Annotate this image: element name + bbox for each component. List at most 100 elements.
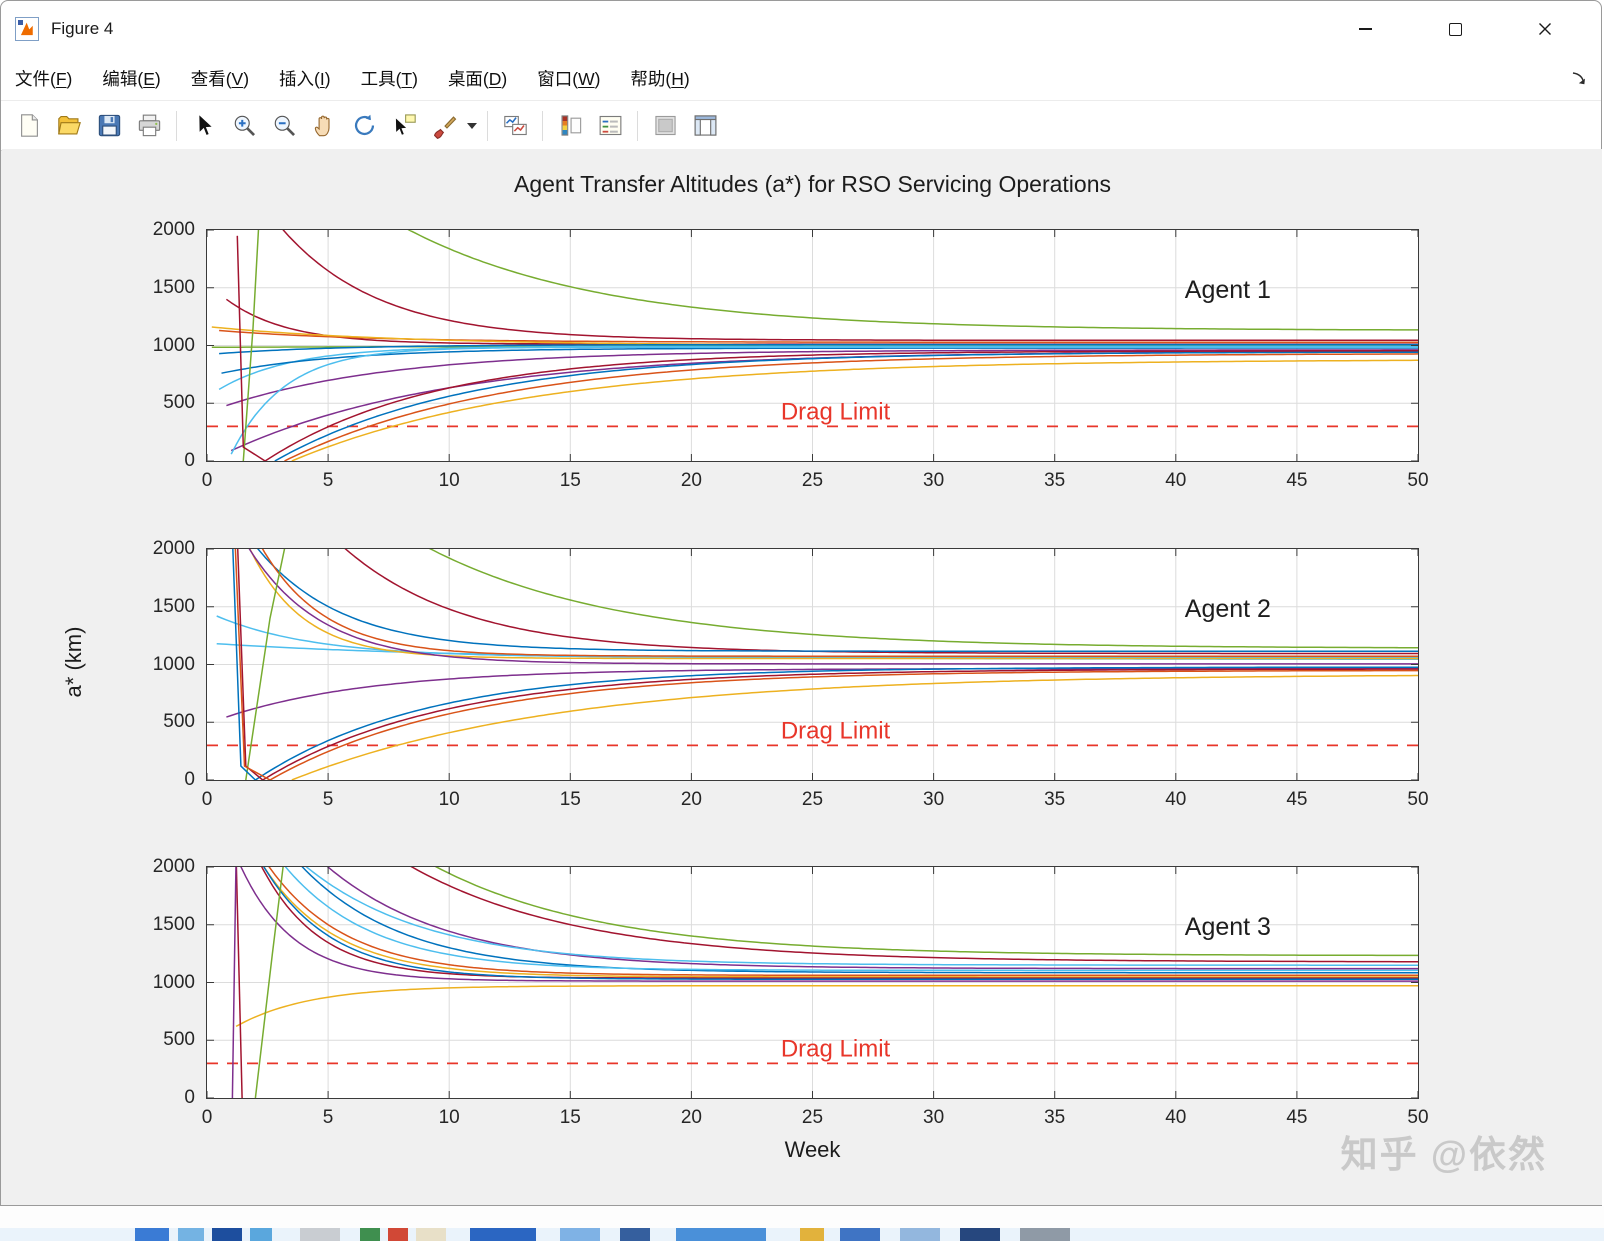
x-tick-label: 40 (1165, 470, 1187, 491)
series-line (226, 667, 1418, 718)
zoom-in-icon (234, 115, 255, 137)
x-tick-label: 20 (680, 1107, 702, 1128)
menu-item-file[interactable]: 文件(F) (15, 69, 73, 89)
taskbar-icon-fragment (840, 1228, 880, 1241)
link-plots-icon (503, 115, 527, 136)
close-button[interactable] (1515, 1, 1575, 57)
taskbar-icon-fragment (250, 1228, 272, 1241)
hide-plot-tools-icon (654, 115, 676, 136)
maximize-icon (1448, 22, 1462, 36)
series-line (235, 867, 243, 1098)
plot-canvas[interactable]: Agent 3 Drag Limit (206, 866, 1419, 1099)
rotate-3d-button[interactable] (344, 107, 384, 145)
minimize-icon (1358, 28, 1372, 30)
save-icon (98, 114, 120, 137)
insert-colorbar-icon (561, 115, 581, 136)
menu-item-desktop[interactable]: 桌面(D) (447, 69, 508, 89)
dock-figure-arrow-icon[interactable] (1570, 70, 1587, 87)
figure-window: Figure 4 文件(F) 编辑(E) 查看(V) 插入(I) 工具(T) 桌面(D) 窗… (0, 0, 1602, 1206)
insert-legend-button[interactable] (590, 107, 630, 145)
show-plot-tools-icon (694, 115, 716, 136)
edit-plot-arrow-button[interactable] (184, 107, 224, 145)
series-line (291, 359, 1418, 461)
plot-canvas[interactable]: Agent 1 Drag Limit (206, 229, 1419, 462)
toolbar (1, 101, 1601, 151)
print-button[interactable] (129, 107, 169, 145)
menu-bar-row: 文件(F) 编辑(E) 查看(V) 插入(I) 工具(T) 桌面(D) 窗口(W) 帮助(H) (1, 57, 1601, 101)
series-line (262, 668, 1418, 780)
insert-legend-icon (599, 115, 621, 136)
menu-item-window[interactable]: 窗口(W) (537, 69, 601, 89)
subplot-agent-1[interactable]: Agent 1 Drag Limit 0 5 10 15 20 25 30 35 40 45 50 0 50… (153, 219, 1429, 491)
edit-plot-arrow-icon (197, 113, 214, 137)
hide-plot-tools-button[interactable] (645, 107, 685, 145)
menu-item-edit[interactable]: 编辑(E) (102, 69, 161, 89)
new-document-button[interactable] (9, 107, 49, 145)
x-tick-label: 30 (923, 470, 945, 491)
y-tick-label: 1000 (152, 653, 195, 675)
menu-item-view[interactable]: 查看(V) (190, 69, 250, 89)
series-group (231, 867, 1418, 1098)
toolbar-separator (637, 110, 638, 141)
insert-colorbar-button[interactable] (550, 107, 590, 145)
series-line (434, 867, 1418, 957)
zoom-in-button[interactable] (224, 107, 264, 145)
x-tick-label: 20 (680, 470, 702, 491)
subplot-agent-2[interactable]: Agent 2 Drag Limit 0 5 10 15 20 25 30 35 40 45 50 0 50… (153, 538, 1429, 810)
menu-item-help[interactable]: 帮助(H) (630, 69, 690, 89)
taskbar-icon-fragment (135, 1228, 169, 1241)
agent-label: Agent 1 (1185, 276, 1271, 304)
maximize-button[interactable] (1425, 1, 1485, 57)
x-tick-label: 35 (1044, 789, 1066, 810)
series-line (225, 298, 1418, 345)
save-button[interactable] (89, 107, 129, 145)
y-tick-label: 0 (184, 1087, 195, 1108)
series-line (284, 353, 1418, 461)
series-line (218, 345, 1418, 391)
brush-dropdown-button[interactable] (464, 107, 480, 145)
x-tick-label: 50 (1407, 1107, 1429, 1128)
link-plots-button[interactable] (495, 107, 535, 145)
taskbar-icon-fragment (1020, 1228, 1070, 1241)
series-line (236, 549, 264, 780)
agent-label: Agent 3 (1185, 913, 1271, 941)
series-line (269, 669, 1418, 780)
series-line (428, 549, 1418, 649)
series-line (291, 674, 1418, 780)
taskbar-icon-fragment (360, 1228, 380, 1241)
series-line (261, 549, 1418, 657)
taskbar-icon-fragment (178, 1228, 204, 1241)
x-tick-label: 50 (1407, 470, 1429, 491)
series-line (274, 351, 1418, 461)
subplot-agent-3[interactable]: Agent 3 Drag Limit 0 5 10 15 20 25 30 35 40 45 50 0 50… (153, 856, 1429, 1128)
toolbar-separator (176, 110, 177, 141)
matlab-membrane-logo (20, 22, 33, 36)
y-tick-label: 0 (184, 769, 195, 790)
series-group (211, 230, 1418, 461)
title-bar[interactable]: Figure 4 (1, 1, 1601, 57)
x-tick-label: 40 (1165, 1107, 1187, 1128)
show-plot-tools-button[interactable] (685, 107, 725, 145)
figure-title: Agent Transfer Altitudes (a*) for RSO Se… (514, 171, 1111, 197)
brush-button[interactable] (424, 107, 464, 145)
series-line (254, 867, 284, 1098)
y-axis-label: a* (km) (61, 626, 86, 698)
x-tick-label: 5 (322, 789, 334, 810)
y-tick-label: 0 (184, 450, 195, 471)
zoom-out-button[interactable] (264, 107, 304, 145)
data-cursor-button[interactable] (384, 107, 424, 145)
minimize-button[interactable] (1335, 1, 1395, 57)
series-line (226, 349, 1418, 407)
toolbar-separator (487, 110, 488, 141)
menu-item-tools[interactable]: 工具(T) (360, 69, 418, 89)
plot-canvas[interactable]: Agent 2 Drag Limit (206, 548, 1419, 781)
menu-item-insert[interactable]: 插入(I) (279, 69, 331, 89)
taskbar-strip[interactable] (0, 1228, 1604, 1241)
open-folder-button[interactable] (49, 107, 89, 145)
x-tick-label: 20 (680, 789, 702, 810)
pan-hand-button[interactable] (304, 107, 344, 145)
x-axis-label: Week (784, 1137, 841, 1162)
series-line (221, 347, 1418, 374)
taskbar-icon-fragment (676, 1228, 766, 1241)
series-line (305, 867, 1418, 966)
